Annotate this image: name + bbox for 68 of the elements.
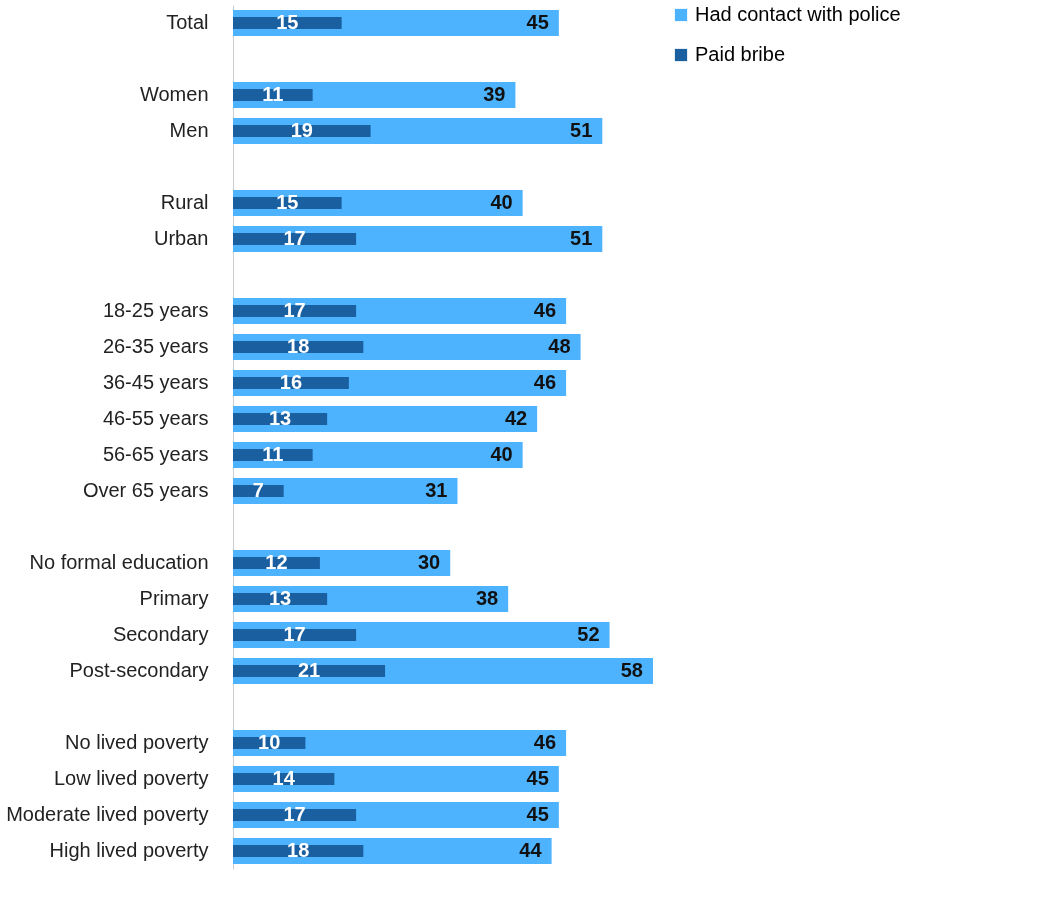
data-label: 46: [533, 299, 557, 321]
data-label: 52: [577, 623, 600, 645]
data-label: 46: [533, 731, 557, 753]
y-tick-label: Post-secondary: [69, 659, 209, 681]
y-tick-label: Moderate lived poverty: [6, 803, 209, 825]
data-label: 39: [483, 83, 506, 105]
legend-label: Had contact with police: [695, 3, 901, 25]
data-label: 15: [276, 11, 299, 33]
bar: [233, 125, 371, 137]
bar: [233, 665, 386, 677]
y-tick-label: Rural: [160, 191, 209, 213]
data-label: 58: [620, 659, 643, 681]
data-label: 45: [526, 803, 549, 825]
data-label: 51: [570, 227, 593, 249]
data-label: 40: [490, 191, 513, 213]
data-label: 13: [268, 407, 292, 429]
data-label: 17: [283, 803, 306, 825]
y-tick-label: Primary: [139, 587, 209, 609]
data-label: 17: [283, 227, 306, 249]
bar: [233, 809, 357, 821]
y-tick-label: 46-55 years: [102, 407, 209, 429]
data-label: 18: [287, 839, 310, 861]
y-tick-label: Urban: [154, 227, 209, 249]
y-tick-label: Over 65 years: [82, 479, 209, 501]
data-label: 40: [490, 443, 513, 465]
data-label: 17: [283, 623, 306, 645]
data-label: 11: [262, 443, 284, 465]
data-label: 51: [570, 119, 593, 141]
y-tick-label: High lived poverty: [49, 839, 209, 861]
y-tick-label: Total: [166, 11, 209, 33]
y-tick-label: 18-25 years: [102, 299, 209, 321]
y-tick-label: Men: [169, 119, 209, 141]
data-label: 45: [526, 767, 549, 789]
y-tick-label: No lived poverty: [65, 731, 209, 753]
data-label: 19: [290, 119, 313, 141]
data-label: 42: [504, 407, 528, 429]
bar: [233, 629, 357, 641]
bar: [233, 478, 458, 504]
data-label: 48: [548, 335, 571, 357]
bar: [233, 485, 284, 497]
data-label: 18: [287, 335, 310, 357]
data-label: 38: [475, 587, 499, 609]
y-tick-label: Women: [139, 83, 209, 105]
data-label: 15: [276, 191, 299, 213]
data-label: 10: [258, 731, 281, 753]
data-label: 17: [283, 299, 306, 321]
data-label: 30: [417, 551, 441, 573]
bar: [233, 233, 357, 245]
bar: [233, 730, 567, 756]
data-label: 14: [272, 767, 296, 789]
y-tick-label: 26-35 years: [102, 335, 209, 357]
data-label: 21: [297, 659, 321, 681]
y-tick-label: Secondary: [112, 623, 209, 645]
data-label: 31: [425, 479, 448, 501]
data-label: 7: [252, 479, 264, 501]
y-tick-label: 56-65 years: [102, 443, 209, 465]
legend-label: Paid bribe: [695, 43, 786, 65]
data-label: 16: [279, 371, 303, 393]
data-label: 12: [265, 551, 288, 573]
data-label: 11: [262, 83, 284, 105]
data-label: 44: [519, 839, 543, 861]
data-label: 46: [533, 371, 557, 393]
y-tick-label: 36-45 years: [102, 371, 209, 393]
data-label: 45: [526, 11, 549, 33]
bar: [233, 305, 357, 317]
data-label: 13: [268, 587, 292, 609]
y-tick-label: No formal education: [29, 551, 209, 573]
y-tick-label: Low lived poverty: [53, 767, 209, 789]
